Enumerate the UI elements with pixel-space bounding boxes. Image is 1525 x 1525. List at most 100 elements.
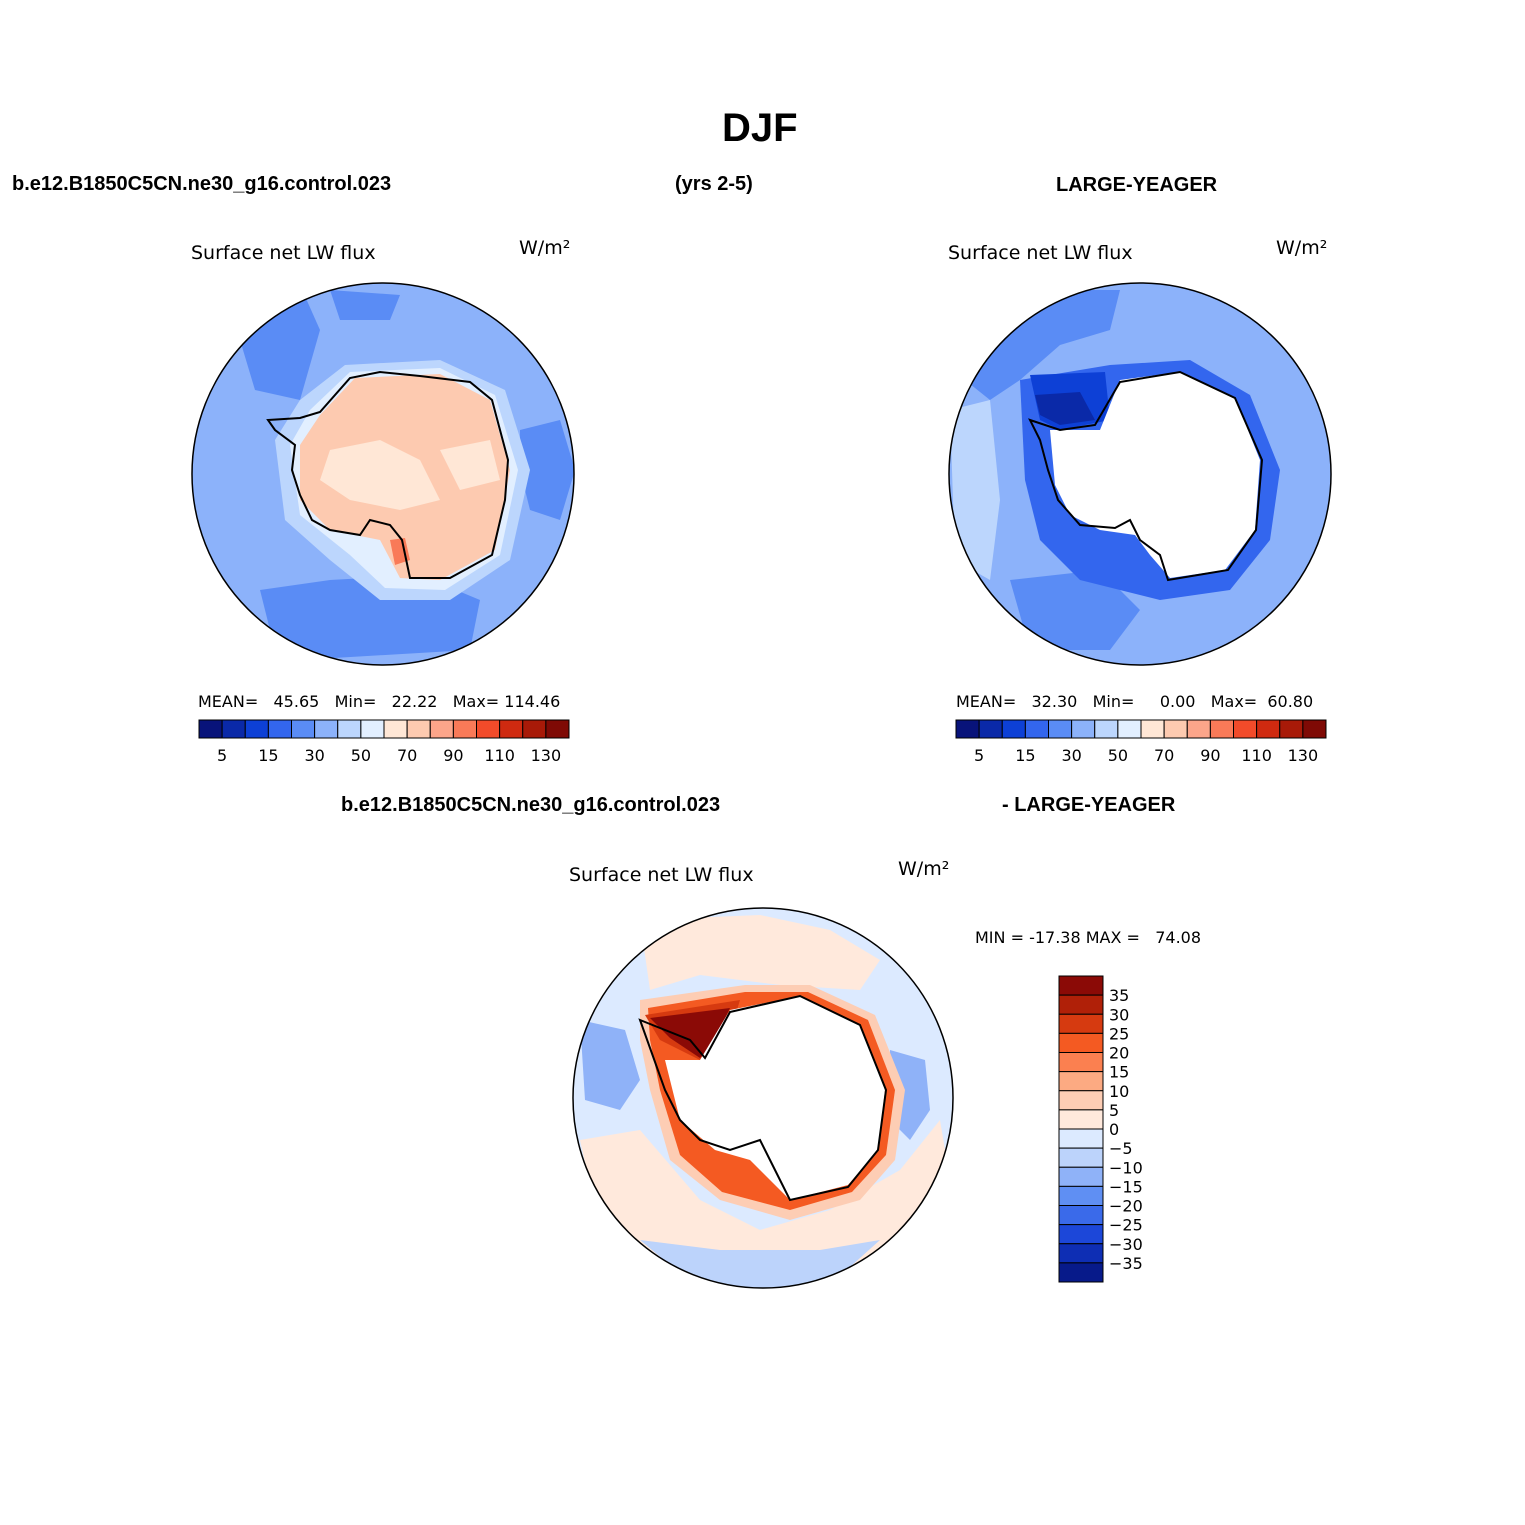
colorbar-tick-label: 50 xyxy=(1108,746,1128,765)
colorbar-tick-label: 30 xyxy=(1109,1005,1129,1024)
mean-label: MEAN= xyxy=(956,692,1017,711)
colorbar-tick-label: 20 xyxy=(1109,1044,1129,1063)
colorbar-swatch xyxy=(1058,1071,1104,1092)
colorbar-swatch xyxy=(314,719,339,739)
mean-value: 32.30 xyxy=(1031,692,1078,711)
colorbar-tick-label: 25 xyxy=(1109,1024,1129,1043)
page-title: DJF xyxy=(722,106,798,150)
colorbar-swatch xyxy=(1058,1032,1104,1053)
mean-value: 45.65 xyxy=(273,692,320,711)
colorbar-swatch xyxy=(1058,1147,1104,1168)
colorbar-tick-label: 15 xyxy=(1109,1063,1129,1082)
diff-units-label: W/m² xyxy=(898,858,950,880)
colorbar-swatch xyxy=(291,719,316,739)
colorbar-swatch xyxy=(1058,975,1104,996)
case-name-label: b.e12.B1850C5CN.ne30_g16.control.023 xyxy=(12,173,392,195)
colorbar-tick-label: −20 xyxy=(1109,1197,1143,1216)
colorbar-swatch xyxy=(1140,719,1165,739)
colorbar-swatch xyxy=(1058,1052,1104,1073)
colorbar-swatch xyxy=(360,719,385,739)
colorbar-swatch xyxy=(545,719,570,739)
colorbar-swatch xyxy=(1048,719,1073,739)
max-label: Max= xyxy=(1210,692,1258,711)
colorbar-tick-label: 5 xyxy=(974,746,984,765)
colorbar-swatch xyxy=(337,719,362,739)
colorbar-swatch xyxy=(1071,719,1096,739)
colorbar-tick-label: 15 xyxy=(258,746,278,765)
model-units-label: W/m² xyxy=(519,237,571,259)
diff-map xyxy=(572,907,954,1289)
max-value: 60.80 xyxy=(1267,692,1314,711)
diff-map-border xyxy=(572,907,954,1289)
colorbar-tick-label: 110 xyxy=(484,746,515,765)
colorbar-swatch xyxy=(1186,719,1211,739)
max-value: 74.08 xyxy=(1155,928,1202,947)
colorbar-tick-label: 35 xyxy=(1109,986,1129,1005)
model-map-border xyxy=(191,282,575,666)
colorbar-swatch xyxy=(1279,719,1304,739)
colorbar-tick-label: −10 xyxy=(1109,1158,1143,1177)
colorbar-swatch xyxy=(1117,719,1142,739)
colorbar-swatch xyxy=(1163,719,1188,739)
min-value: 0.00 xyxy=(1159,692,1196,711)
colorbar-swatch xyxy=(1233,719,1258,739)
colorbar-swatch xyxy=(955,719,980,739)
years-label: (yrs 2-5) xyxy=(675,173,753,195)
obs-units-label: W/m² xyxy=(1276,237,1328,259)
colorbar-swatch xyxy=(1256,719,1281,739)
colorbar-swatch xyxy=(522,719,547,739)
min-label: Min= xyxy=(334,692,377,711)
colorbar-tick-label: 30 xyxy=(304,746,324,765)
colorbar-swatch xyxy=(978,719,1003,739)
model-stats: MEAN= 45.65 Min= 22.22 Max= 114.46 xyxy=(198,692,560,711)
max-label: Max= xyxy=(452,692,500,711)
diff-obs-name-label: - LARGE-YEAGER xyxy=(1002,794,1176,816)
colorbar-tick-label: 130 xyxy=(531,746,562,765)
colorbar-swatch xyxy=(452,719,477,739)
obs-variable-title: Surface net LW flux xyxy=(948,242,1133,264)
max-value: 114.46 xyxy=(504,692,561,711)
colorbar-tick-label: 5 xyxy=(1109,1101,1119,1120)
obs-coastline xyxy=(1028,370,1264,582)
diff-variable-title: Surface net LW flux xyxy=(569,864,754,886)
colorbar-tick-label: −15 xyxy=(1109,1177,1143,1196)
colorbar-swatch xyxy=(429,719,454,739)
obs-map-border xyxy=(948,282,1332,666)
colorbar-swatch xyxy=(499,719,524,739)
diff-case-name-label: b.e12.B1850C5CN.ne30_g16.control.023 xyxy=(341,794,721,816)
colorbar-swatch xyxy=(1209,719,1234,739)
colorbar-swatch xyxy=(1058,1243,1104,1264)
colorbar-swatch xyxy=(476,719,501,739)
mean-label: MEAN= xyxy=(198,692,259,711)
colorbar-swatch xyxy=(1001,719,1026,739)
min-value: 22.22 xyxy=(391,692,438,711)
model-coastline xyxy=(266,370,510,579)
colorbar-swatch xyxy=(1058,1128,1104,1149)
colorbar-swatch xyxy=(1058,994,1104,1015)
colorbar-tick-label: 0 xyxy=(1109,1120,1119,1139)
colorbar-swatch xyxy=(1058,1090,1104,1111)
colorbar-tick-label: 70 xyxy=(397,746,417,765)
colorbar-tick-label: 130 xyxy=(1288,746,1319,765)
diff-stats: MIN = -17.38 MAX = 74.08 xyxy=(975,928,1201,947)
colorbar-tick-label: 5 xyxy=(217,746,227,765)
colorbar-tick-label: −35 xyxy=(1109,1254,1143,1273)
obs-colorbar: 5 15 30 50 70 90 110 130 xyxy=(955,719,1327,765)
obs-map xyxy=(948,282,1332,666)
colorbar-swatch xyxy=(244,719,269,739)
colorbar-swatch xyxy=(1058,1205,1104,1226)
colorbar-tick-label: 90 xyxy=(443,746,463,765)
obs-stats: MEAN= 32.30 Min= 0.00 Max= 60.80 xyxy=(956,692,1313,711)
min-label: Min= xyxy=(1092,692,1135,711)
model-colorbar: 5 15 30 50 70 90 110 130 xyxy=(198,719,570,765)
colorbar-tick-label: 110 xyxy=(1241,746,1272,765)
colorbar-tick-label: 50 xyxy=(351,746,371,765)
colorbar-swatch xyxy=(1302,719,1327,739)
colorbar-tick-label: 15 xyxy=(1015,746,1035,765)
colorbar-swatch xyxy=(267,719,292,739)
colorbar-tick-label: −30 xyxy=(1109,1235,1143,1254)
model-map xyxy=(191,282,575,666)
min-label: MIN = xyxy=(975,928,1024,947)
colorbar-swatch xyxy=(1058,1109,1104,1130)
